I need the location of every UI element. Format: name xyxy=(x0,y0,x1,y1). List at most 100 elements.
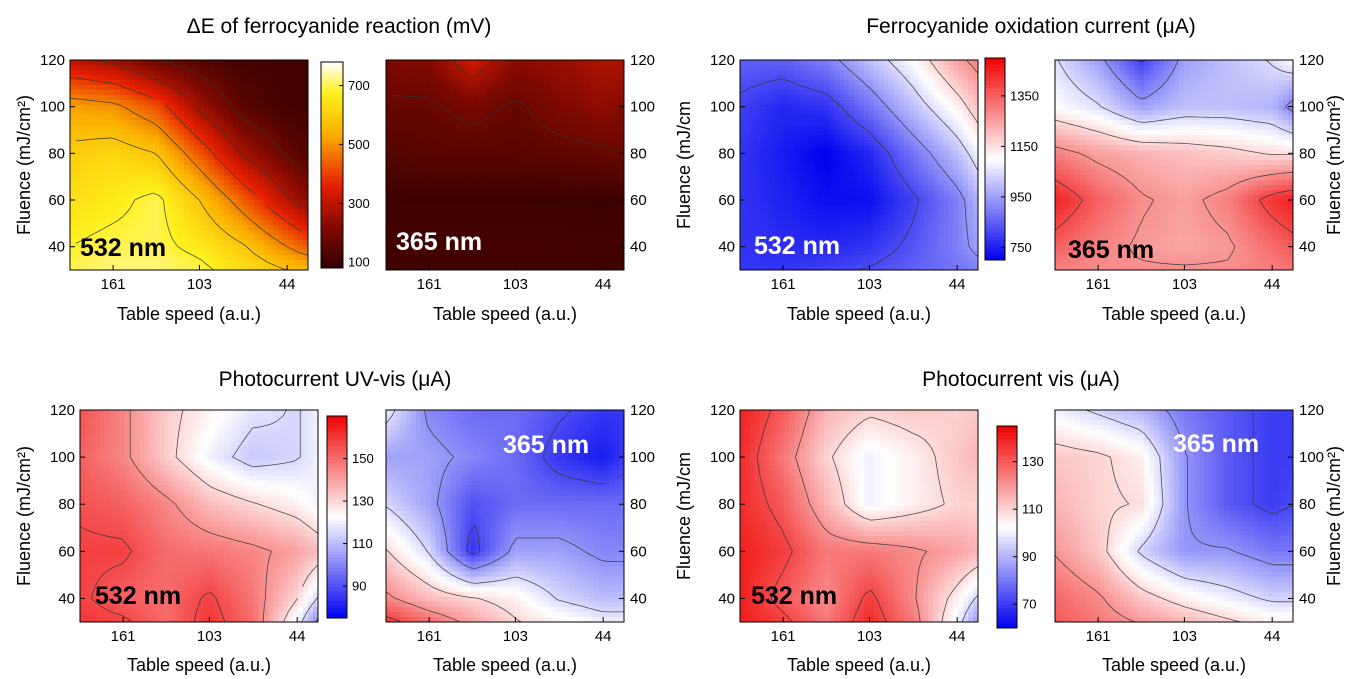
heatmap-cell xyxy=(234,225,240,231)
heatmap-cell xyxy=(455,195,461,201)
heatmap-cell xyxy=(144,125,150,131)
heatmap-cell xyxy=(839,65,845,71)
heatmap-cell xyxy=(505,150,511,156)
heatmap-cell xyxy=(574,95,580,101)
heatmap-cell xyxy=(149,120,155,126)
heatmap-cell xyxy=(406,205,412,211)
heatmap-cell xyxy=(283,115,289,121)
heatmap-cell xyxy=(869,115,875,121)
heatmap-cell xyxy=(396,85,402,91)
heatmap-cell xyxy=(446,205,452,211)
heatmap-cell xyxy=(968,70,974,76)
heatmap-cell xyxy=(249,100,255,106)
heatmap-cell xyxy=(938,130,944,136)
heatmap-cell xyxy=(194,155,200,161)
heatmap-cell xyxy=(391,220,397,226)
heatmap-cell xyxy=(565,220,571,226)
heatmap-cell xyxy=(441,260,447,266)
heatmap-cell xyxy=(775,115,781,121)
heatmap-cell xyxy=(100,95,106,101)
heatmap-cell xyxy=(928,135,934,141)
heatmap-cell xyxy=(824,135,830,141)
heatmap-cell xyxy=(560,80,566,86)
heatmap-cell xyxy=(565,170,571,176)
heatmap-cell xyxy=(450,260,456,266)
heatmap-cell xyxy=(283,65,289,71)
heatmap-cell xyxy=(283,210,289,216)
heatmap-cell xyxy=(609,165,615,171)
heatmap-cell xyxy=(470,80,476,86)
heatmap-cell xyxy=(224,255,230,261)
heatmap-cell xyxy=(293,65,299,71)
heatmap-cell xyxy=(288,150,294,156)
heatmap-cell xyxy=(604,185,610,191)
heatmap-cell xyxy=(268,115,274,121)
heatmap-cell xyxy=(604,215,610,221)
heatmap-cell xyxy=(169,130,175,136)
heatmap-cell xyxy=(184,70,190,76)
heatmap-cell xyxy=(95,115,101,121)
heatmap-cell xyxy=(864,60,870,66)
heatmap-cell xyxy=(209,225,215,231)
heatmap-cell xyxy=(550,155,556,161)
heatmap-cell xyxy=(263,105,269,111)
heatmap-cell xyxy=(115,145,121,151)
heatmap-cell xyxy=(914,115,920,121)
heatmap-cell xyxy=(209,170,215,176)
heatmap-cell xyxy=(505,125,511,131)
heatmap-cell xyxy=(174,95,180,101)
heatmap-cell xyxy=(745,110,751,116)
heatmap-cell xyxy=(258,75,264,81)
heatmap-cell xyxy=(199,130,205,136)
heatmap-cell xyxy=(525,90,531,96)
y-tick-label: 120 xyxy=(40,52,65,69)
heatmap-cell xyxy=(219,110,225,116)
heatmap-cell xyxy=(540,185,546,191)
heatmap-cell xyxy=(80,80,86,86)
heatmap-cell xyxy=(824,60,830,66)
heatmap-cell xyxy=(283,205,289,211)
heatmap-cell xyxy=(465,110,471,116)
heatmap-cell xyxy=(614,220,620,226)
heatmap-cell xyxy=(401,150,407,156)
heatmap-cell xyxy=(550,140,556,146)
heatmap-cell xyxy=(495,150,501,156)
heatmap-cell xyxy=(234,95,240,101)
heatmap-cell xyxy=(288,135,294,141)
heatmap-cell xyxy=(480,100,486,106)
heatmap-cell xyxy=(800,70,806,76)
heatmap-cell xyxy=(401,75,407,81)
heatmap-cell xyxy=(115,205,121,211)
heatmap-cell xyxy=(134,75,140,81)
heatmap-cell xyxy=(189,140,195,146)
heatmap-cell xyxy=(244,195,250,201)
heatmap-cell xyxy=(574,90,580,96)
heatmap-cell xyxy=(253,170,259,176)
heatmap-cell xyxy=(75,175,81,181)
heatmap-cell xyxy=(475,135,481,141)
heatmap-cell xyxy=(130,155,136,161)
heatmap-cell xyxy=(258,160,264,166)
heatmap-cell xyxy=(579,175,585,181)
heatmap-cell xyxy=(958,120,964,126)
heatmap-cell xyxy=(154,200,160,206)
heatmap-cell xyxy=(258,235,264,241)
heatmap-cell xyxy=(139,140,145,146)
colorbar-band xyxy=(321,100,343,104)
heatmap-cell xyxy=(263,190,269,196)
heatmap-cell xyxy=(139,135,145,141)
heatmap-cell xyxy=(253,205,259,211)
heatmap-cell xyxy=(293,195,299,201)
heatmap-cell xyxy=(100,155,106,161)
heatmap-cell xyxy=(105,65,111,71)
heatmap-cell xyxy=(249,255,255,261)
colorbar-band xyxy=(321,251,343,255)
heatmap-cell xyxy=(953,65,959,71)
heatmap-cell xyxy=(560,200,566,206)
heatmap-cell xyxy=(609,195,615,201)
heatmap-cell xyxy=(411,175,417,181)
heatmap-cell xyxy=(545,180,551,186)
heatmap-cell xyxy=(864,115,870,121)
heatmap-cell xyxy=(899,100,905,106)
heatmap-cell xyxy=(139,95,145,101)
